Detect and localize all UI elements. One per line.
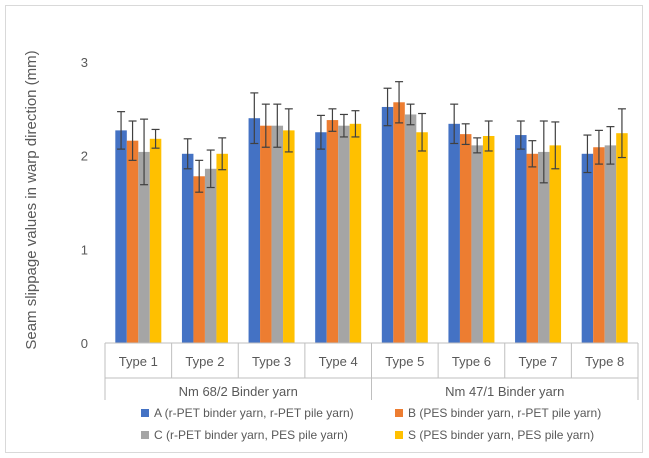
- x-tick-label: Type 3: [252, 354, 291, 369]
- bar-c-2: [204, 168, 217, 343]
- y-tick-label: 3: [81, 55, 88, 70]
- legend-swatch: [395, 431, 403, 439]
- bar-c-3: [271, 125, 284, 344]
- bar-series: [115, 102, 628, 344]
- x-tick-label: Type 5: [385, 354, 424, 369]
- y-axis-title-group: Seam slippage values in warp direction (…: [23, 50, 40, 349]
- x-tick-label: Type 2: [185, 354, 224, 369]
- y-axis-ticks: 0 1 2 3: [81, 55, 88, 351]
- legend-label: C (r-PET binder yarn, PES pile yarn): [154, 428, 348, 442]
- bar-c-5: [404, 114, 417, 343]
- legend-item: B (PES binder yarn, r-PET pile yarn): [395, 406, 601, 420]
- y-tick-label: 2: [81, 149, 88, 164]
- y-tick-label: 0: [81, 336, 88, 351]
- y-tick-label: 1: [81, 242, 88, 257]
- legend-item: S (PES binder yarn, PES pile yarn): [395, 428, 594, 442]
- x-tick-label: Type 7: [519, 354, 558, 369]
- bar-c-1: [138, 151, 150, 343]
- bar-c-7: [538, 151, 550, 343]
- legend-swatch: [141, 409, 149, 417]
- bar-b-2: [193, 176, 205, 343]
- bar-b-8: [593, 147, 605, 343]
- bar-b-1: [126, 140, 139, 343]
- bar-s-3: [283, 130, 295, 343]
- legend-label: A (r-PET binder yarn, r-PET pile yarn): [154, 406, 354, 420]
- legend-swatch: [395, 409, 403, 417]
- bar-a-1: [115, 130, 127, 343]
- bar-s-8: [616, 133, 628, 343]
- x-tick-label: Type 8: [585, 354, 624, 369]
- legend-item: C (r-PET binder yarn, PES pile yarn): [141, 428, 348, 442]
- legend-label: S (PES binder yarn, PES pile yarn): [408, 428, 595, 442]
- bar-b-3: [260, 125, 272, 344]
- bar-b-4: [326, 120, 339, 343]
- legend-swatch: [141, 431, 149, 439]
- error-bars: [117, 81, 626, 193]
- x-tick-label: Type 4: [319, 354, 358, 369]
- y-axis-title: Seam slippage values in warp direction (…: [23, 50, 40, 349]
- bar-b-5: [393, 102, 405, 343]
- bar-c-6: [471, 145, 483, 343]
- x-tick-label: Type 6: [452, 354, 491, 369]
- bar-a-5: [381, 106, 394, 344]
- x-group-label: Nm 47/1 Binder yarn: [445, 384, 564, 399]
- bar-s-2: [216, 153, 228, 343]
- bar-c-8: [604, 145, 617, 343]
- bar-s-6: [482, 135, 495, 343]
- bar-b-6: [459, 134, 472, 343]
- bar-s-4: [349, 123, 362, 343]
- bar-a-2: [181, 153, 194, 343]
- bar-a-7: [515, 135, 527, 343]
- legend-label: B (PES binder yarn, r-PET pile yarn): [408, 406, 602, 420]
- bar-b-7: [526, 153, 539, 343]
- bar-a-6: [448, 123, 460, 343]
- x-group-label: Nm 68/2 Binder yarn: [179, 384, 298, 399]
- bar-c-4: [338, 125, 350, 344]
- bar-a-3: [248, 118, 261, 343]
- x-tick-label: Type 1: [119, 354, 158, 369]
- x-axis: Type 1 Type 2 Type 3 Type 4 Type 5 Type 6 Type…: [104, 342, 639, 400]
- bar-a-4: [315, 132, 327, 343]
- bar-a-8: [581, 153, 594, 343]
- bar-s-7: [549, 145, 562, 343]
- bar-s-5: [416, 132, 428, 343]
- bar-s-1: [149, 138, 162, 343]
- legend-item: A (r-PET binder yarn, r-PET pile yarn): [141, 406, 354, 420]
